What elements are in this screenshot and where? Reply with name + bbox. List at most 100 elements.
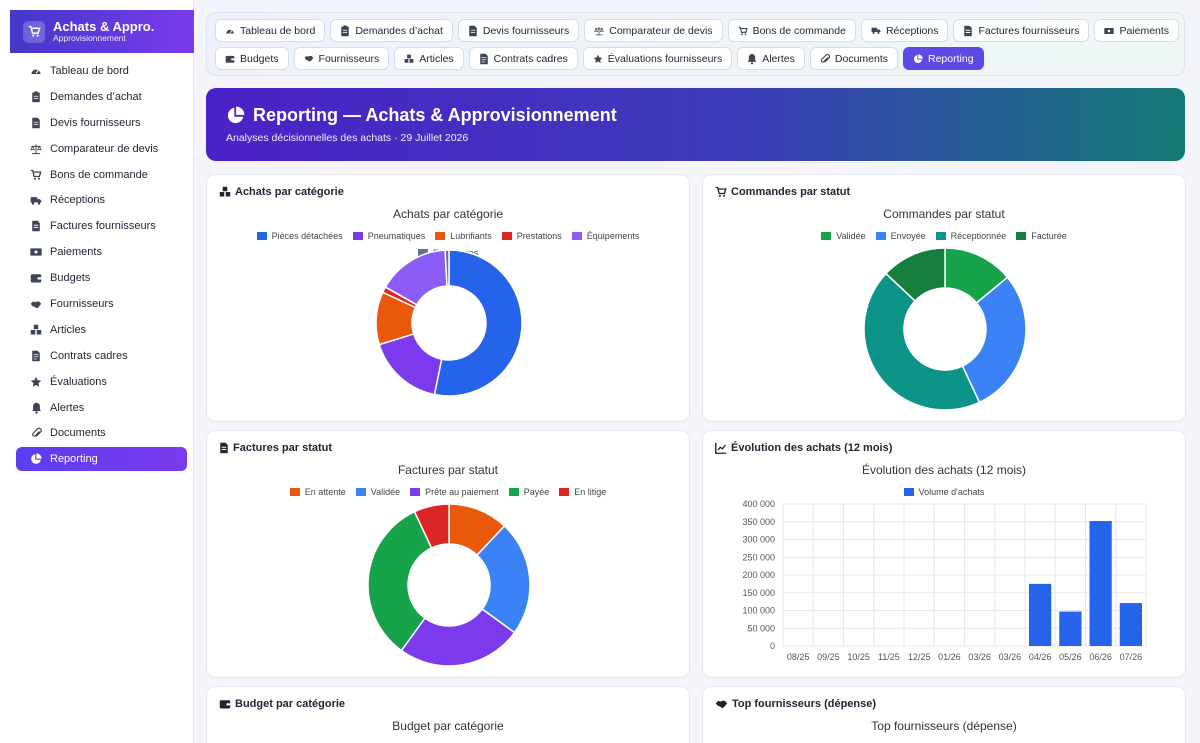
tab-paiements[interactable]: Paiements <box>1094 19 1180 42</box>
donut-slice[interactable] <box>413 503 450 549</box>
legend-item[interactable]: Pièces détachées <box>256 228 343 244</box>
card-commandes-par-statut: Commandes par statut Commandes par statu… <box>702 174 1186 422</box>
legend-item[interactable]: Lubrifiants <box>435 228 492 244</box>
tab-comparateur-de-devis[interactable]: Comparateur de devis <box>584 19 723 42</box>
legend-label: Validée <box>370 487 401 497</box>
tab-evaluations-fournisseurs[interactable]: Évaluations fournisseurs <box>582 47 733 70</box>
legend-label: Lubrifiants <box>450 231 492 241</box>
legend-item[interactable]: En attente <box>289 484 346 500</box>
legend-item[interactable]: En litige <box>559 484 606 500</box>
x-tick-label: 07/26 <box>1120 652 1143 662</box>
chart-title: Budget par catégorie <box>392 719 504 733</box>
legend-item[interactable]: Payée <box>508 484 549 500</box>
y-tick-label: 100 000 <box>742 606 775 616</box>
sidebar-item-alertes[interactable]: Alertes <box>16 396 187 420</box>
sidebar-item-factures-fournisseurs[interactable]: Factures fournisseurs <box>16 214 187 238</box>
tab-documents[interactable]: Documents <box>809 47 898 70</box>
tab-label: Paiements <box>1119 24 1170 37</box>
legend-item[interactable]: Pneumatiques <box>352 228 425 244</box>
chart-title: Achats par catégorie <box>392 207 504 221</box>
brand[interactable]: Achats & Appro. Approvisionnement <box>10 10 194 53</box>
legend-item[interactable]: Prête au paiement <box>410 484 499 500</box>
tab-fournisseurs[interactable]: Fournisseurs <box>293 47 390 70</box>
card-title: Factures par statut <box>233 442 333 454</box>
tab-row-2: Budgets Fournisseurs Articles Contrats cadr… <box>215 47 1176 70</box>
legend-swatch <box>256 232 267 240</box>
sidebar-item-devis-fournisseurs[interactable]: Devis fournisseurs <box>16 111 187 135</box>
legend-item[interactable]: Équipements <box>571 228 639 244</box>
x-tick-label: 08/25 <box>787 652 810 662</box>
tab-label: Reporting <box>928 52 974 65</box>
legend-swatch <box>508 488 519 496</box>
sidebar: Achats & Appro. Approvisionnement Tablea… <box>0 0 194 743</box>
sidebar-item-contrats-cadres[interactable]: Contrats cadres <box>16 344 187 368</box>
donut-slice[interactable] <box>378 333 443 396</box>
legend-item[interactable]: Réceptionnée <box>935 228 1006 244</box>
page-subtitle: Analyses décisionnelles des achats · 29 … <box>226 132 469 144</box>
bar[interactable] <box>1089 521 1112 646</box>
page-title: Reporting — Achats & Approvisionnement <box>253 105 617 125</box>
sidebar-item-fournisseurs[interactable]: Fournisseurs <box>16 292 187 316</box>
tab-budgets[interactable]: Budgets <box>215 47 289 70</box>
x-tick-label: 06/26 <box>1089 652 1112 662</box>
y-tick-label: 0 <box>770 641 775 651</box>
bar[interactable] <box>1059 611 1082 646</box>
legend-swatch <box>352 232 363 240</box>
tab-demandes-d-achat[interactable]: Demandes d’achat <box>330 19 453 42</box>
wallet-icon <box>225 54 235 64</box>
sidebar-item-label: Documents <box>50 427 106 440</box>
sidebar-item-articles[interactable]: Articles <box>16 318 187 342</box>
line-chart-icon <box>715 442 727 454</box>
sidebar-item-reporting[interactable]: Reporting <box>16 447 187 472</box>
sidebar-item-budgets[interactable]: Budgets <box>16 266 187 290</box>
chart-title: Évolution des achats (12 mois) <box>861 463 1027 477</box>
legend-item[interactable]: Volume d'achats <box>903 484 984 500</box>
sidebar-item-paiements[interactable]: Paiements <box>16 240 187 264</box>
tab-devis-fournisseurs[interactable]: Devis fournisseurs <box>457 19 580 42</box>
bar[interactable] <box>1119 603 1142 646</box>
wallet-icon <box>219 698 231 710</box>
tab-tableau-de-bord[interactable]: Tableau de bord <box>215 19 326 42</box>
cart-icon <box>715 186 727 198</box>
sidebar-item-evaluations[interactable]: Évaluations <box>16 370 187 394</box>
donut-chart <box>367 503 531 667</box>
sidebar-item-comparateur-de-devis[interactable]: Comparateur de devis <box>16 137 187 161</box>
legend-item[interactable]: Validée <box>355 484 401 500</box>
sidebar-item-demandes-d-achat[interactable]: Demandes d’achat <box>16 85 187 109</box>
donut-slice[interactable] <box>961 276 1027 404</box>
legend-item[interactable]: Facturée <box>1016 228 1067 244</box>
tab-alertes[interactable]: Alertes <box>737 47 805 70</box>
legend-item[interactable]: Validée <box>821 228 866 244</box>
tab-reporting[interactable]: Reporting <box>903 47 984 70</box>
donut-slice[interactable] <box>433 249 523 397</box>
donut-slice[interactable] <box>367 510 433 652</box>
paperclip-icon <box>30 427 42 439</box>
legend-item[interactable]: Prestations <box>501 228 562 244</box>
card-factures-par-statut: Factures par statut Factures par statut … <box>206 430 690 678</box>
chart-legend: Validée Envoyée Réceptionnée Facturée <box>703 228 1185 245</box>
legend-label: Validée <box>836 231 866 241</box>
legend-label: Envoyée <box>890 231 926 241</box>
sidebar-item-tableau-de-bord[interactable]: Tableau de bord <box>16 59 187 83</box>
y-tick-label: 150 000 <box>742 588 775 598</box>
sidebar-item-documents[interactable]: Documents <box>16 421 187 445</box>
tab-factures-fournisseurs[interactable]: Factures fournisseurs <box>953 19 1090 42</box>
sidebar-item-label: Évaluations <box>50 375 107 388</box>
money-icon <box>1104 26 1115 36</box>
tab-articles[interactable]: Articles <box>394 47 464 70</box>
legend-label: En attente <box>304 487 346 497</box>
file-icon <box>468 25 478 36</box>
sidebar-item-receptions[interactable]: Réceptions <box>16 188 187 212</box>
x-tick-label: 01/26 <box>938 652 961 662</box>
legend-item[interactable]: Envoyée <box>875 228 926 244</box>
pie-icon <box>226 106 245 125</box>
donut-slice[interactable] <box>863 272 981 411</box>
tab-bons-de-commande[interactable]: Bons de commande <box>727 19 856 42</box>
tab-contrats-cadres[interactable]: Contrats cadres <box>468 47 578 70</box>
bar[interactable] <box>1029 583 1052 646</box>
sidebar-item-bons-de-commande[interactable]: Bons de commande <box>16 163 187 187</box>
tab-receptions[interactable]: Réceptions <box>860 19 949 42</box>
tab-bar: Tableau de bord Demandes d’achat Devis fou… <box>206 12 1185 76</box>
donut-slice[interactable] <box>884 247 946 302</box>
donut-slice[interactable] <box>444 249 450 287</box>
